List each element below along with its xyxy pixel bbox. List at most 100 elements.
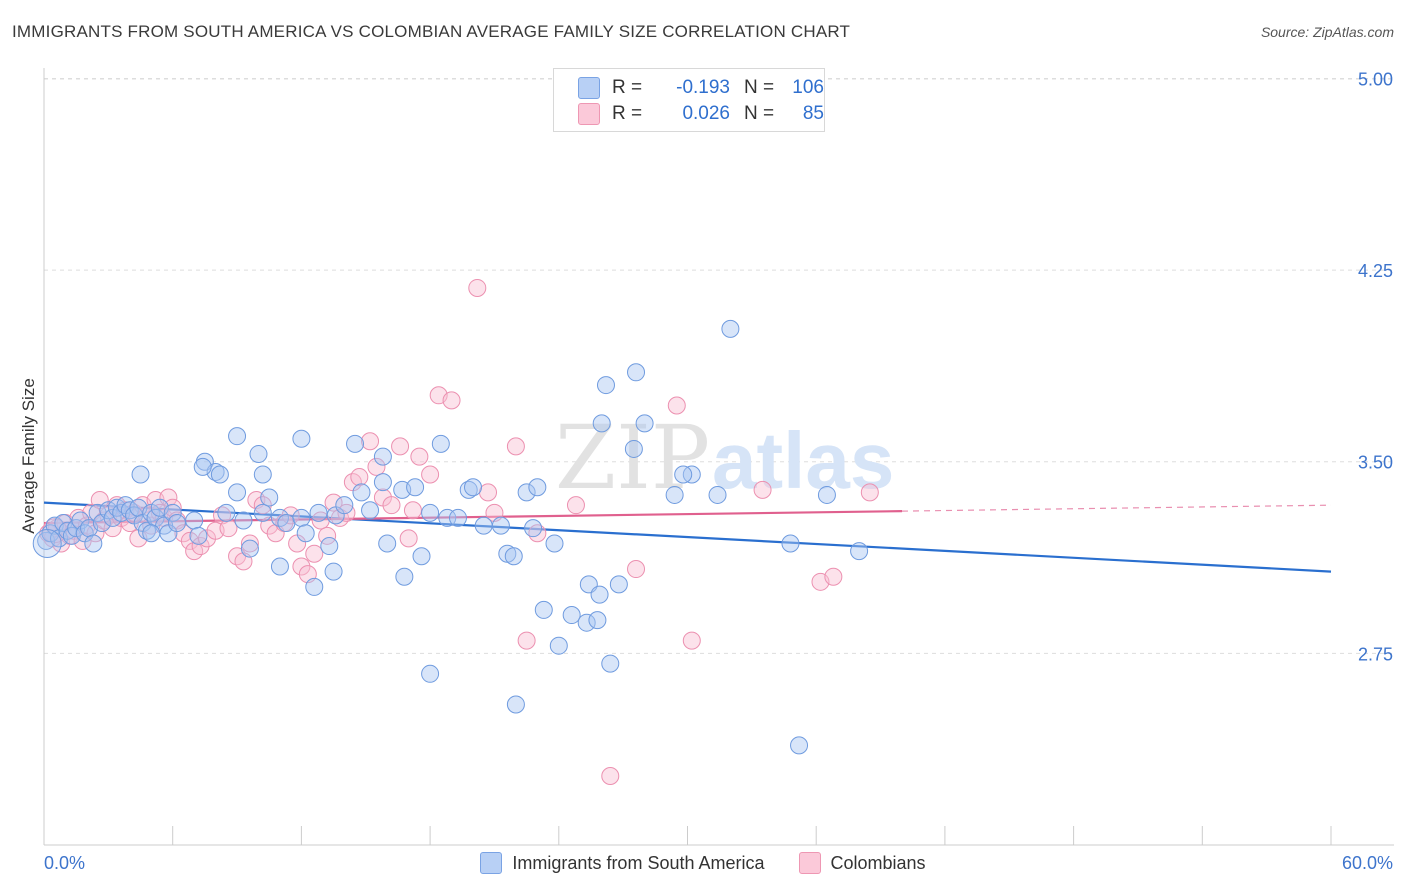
- south-america-point: [320, 537, 339, 556]
- south-america-point: [421, 664, 440, 683]
- south-america-point: [596, 376, 615, 395]
- south-america-point: [474, 516, 493, 535]
- colombians-point: [601, 767, 620, 786]
- watermark-atlas: atlas: [712, 416, 894, 505]
- south-america-point: [335, 496, 354, 515]
- legend-label-south-america: Immigrants from South America: [512, 852, 765, 873]
- south-america-point: [292, 508, 311, 527]
- south-america-point: [588, 611, 607, 630]
- south-america-point: [592, 414, 611, 433]
- south-america-point: [534, 600, 553, 619]
- south-america-point: [324, 562, 343, 581]
- south-america-point: [665, 485, 684, 504]
- south-america-point: [277, 514, 296, 533]
- chart-title: IMMIGRANTS FROM SOUTH AMERICA VS COLOMBI…: [12, 22, 851, 41]
- colombians-point: [350, 468, 369, 487]
- south-america-point: [627, 363, 646, 382]
- legend-n-value: 106: [792, 77, 824, 98]
- south-america-point: [305, 577, 324, 596]
- legend-swatch-blue: [480, 852, 503, 874]
- colombians-point: [253, 496, 272, 515]
- legend-swatch-blue: [578, 77, 600, 99]
- legend-swatch-pink: [578, 103, 600, 125]
- axes: [43, 68, 1394, 846]
- south-america-point: [228, 427, 247, 446]
- colombians-point: [361, 432, 380, 451]
- south-america-point: [590, 585, 609, 604]
- south-america-point: [528, 478, 547, 497]
- south-america-point: [504, 547, 523, 566]
- south-america-point: [234, 511, 253, 530]
- south-america-point: [373, 447, 392, 466]
- south-america-point: [491, 516, 510, 535]
- colombians-point: [442, 391, 461, 410]
- south-america-point: [545, 534, 564, 553]
- south-america-point: [292, 429, 311, 448]
- y-tick-label: 3.50: [1358, 453, 1393, 473]
- legend-label-colombians: Colombians: [830, 852, 926, 873]
- colombians-point: [753, 480, 772, 499]
- south-america-point: [361, 501, 380, 520]
- legend-r-value: 0.026: [682, 103, 730, 124]
- south-america-point: [609, 575, 628, 594]
- colombians-point: [410, 447, 429, 466]
- colombians-point: [517, 631, 536, 650]
- south-america-point: [309, 503, 328, 522]
- legend-r-label: R =: [612, 77, 643, 98]
- legend-swatch-pink: [798, 852, 821, 874]
- colombians-point: [292, 557, 311, 576]
- south-america-point: [249, 445, 268, 464]
- x-tick-label-end: 60.0%: [1342, 853, 1393, 873]
- south-america-point: [524, 519, 543, 538]
- south-america-point: [412, 547, 431, 566]
- south-america-point: [601, 654, 620, 673]
- south-america-point: [253, 465, 272, 484]
- south-america-point: [260, 488, 279, 507]
- south-america-point: [270, 557, 289, 576]
- south-america-point: [781, 534, 800, 553]
- south-america-point: [163, 503, 182, 522]
- tick-labels: 2.75 3.50 4.25 5.00 0.0% 60.0%: [44, 69, 1393, 873]
- colombians-point: [566, 496, 585, 515]
- south-america-point: [635, 414, 654, 433]
- south-america-points: [32, 319, 869, 755]
- south-america-point: [228, 483, 247, 502]
- colombians-point: [337, 503, 356, 522]
- trendline-south-america: [43, 501, 1332, 573]
- colombians-point: [682, 631, 701, 650]
- colombians-point: [403, 501, 422, 520]
- south-america-point: [577, 613, 596, 632]
- south-america-point: [549, 636, 568, 655]
- south-america-point: [32, 528, 62, 558]
- colombians-point: [180, 531, 199, 550]
- x-tick-label-start: 0.0%: [44, 853, 85, 873]
- colombians-point: [305, 544, 324, 563]
- south-america-point: [406, 478, 425, 497]
- south-america-point: [674, 465, 693, 484]
- south-america-point: [790, 736, 809, 755]
- south-america-point: [352, 483, 371, 502]
- south-america-point: [395, 567, 414, 586]
- y-axis-label: Average Family Size: [19, 378, 38, 534]
- south-america-point: [193, 457, 212, 476]
- south-america-point: [217, 503, 236, 522]
- colombians-point: [667, 396, 686, 415]
- legend-n-value: 85: [802, 103, 824, 124]
- south-america-point: [850, 542, 869, 561]
- south-america-point: [296, 524, 315, 543]
- south-america-point: [431, 434, 450, 453]
- colombians-point: [391, 437, 410, 456]
- y-tick-label: 5.00: [1358, 69, 1393, 89]
- legend-r-label: R =: [612, 103, 643, 124]
- colombians-point: [468, 278, 487, 297]
- colombians-point: [367, 457, 386, 476]
- south-america-point: [103, 508, 122, 527]
- legend-r-value: -0.193: [676, 77, 730, 98]
- colombians-point: [382, 496, 401, 515]
- trendline-colombians-dashed: [901, 504, 1332, 512]
- south-america-point: [210, 465, 229, 484]
- south-america-point: [624, 439, 643, 458]
- south-america-point: [131, 465, 150, 484]
- correlation-legend: R = -0.193 N = 106 R = 0.026 N = 85: [553, 68, 825, 132]
